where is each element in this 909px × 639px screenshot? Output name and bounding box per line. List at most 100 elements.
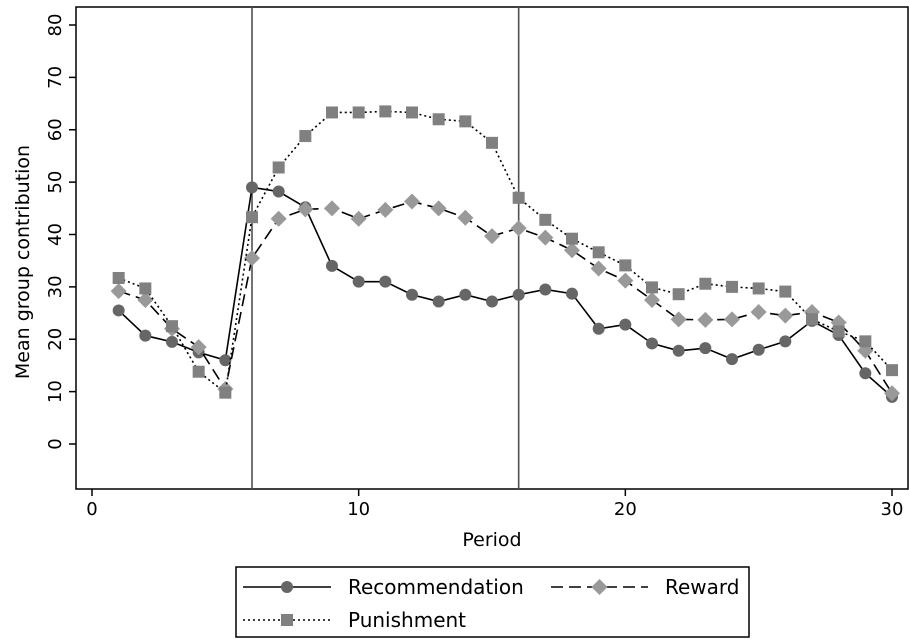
series-line-punishment: [118, 110, 893, 395]
data-point-punishment: [192, 365, 205, 378]
data-point-reward: [537, 229, 554, 246]
data-point-recommendation: [699, 342, 712, 355]
data-point-reward: [137, 291, 154, 308]
legend-label-reward: Reward: [665, 575, 739, 599]
data-point-punishment: [726, 280, 738, 293]
data-point-recommendation: [272, 185, 285, 198]
y-tick-label: 40: [45, 223, 66, 246]
data-point-punishment: [672, 288, 685, 301]
data-point-recommendation: [859, 367, 872, 380]
x-tick-label: 0: [86, 499, 97, 520]
data-point-reward: [377, 201, 394, 218]
y-tick-label: 70: [45, 66, 66, 89]
data-point-recommendation: [219, 354, 232, 367]
data-point-reward: [244, 250, 260, 267]
data-point-recommendation: [566, 287, 578, 300]
data-point-punishment: [806, 313, 818, 326]
data-point-recommendation: [672, 344, 685, 357]
data-point-reward: [670, 311, 687, 328]
data-point-recommendation: [139, 329, 152, 342]
legend-label-recommendation: Recommendation: [348, 575, 524, 599]
axes: 0 10 20 30 0 10 20 30 40 50 60 70 80: [45, 14, 903, 520]
data-point-reward: [457, 209, 474, 226]
data-point-recommendation: [539, 283, 552, 296]
data-point-recommendation: [352, 275, 365, 288]
y-tick-label: 60: [45, 118, 66, 141]
data-point-punishment: [619, 259, 632, 272]
legend: Recommendation Reward Punishment: [235, 566, 750, 638]
data-point-reward: [644, 291, 660, 308]
data-point-punishment: [219, 386, 232, 399]
data-point-recommendation: [646, 337, 658, 350]
plot-area: [75, 6, 909, 490]
data-point-reward: [110, 283, 127, 300]
data-point-punishment: [432, 113, 445, 126]
data-point-recommendation: [112, 304, 125, 317]
data-point-recommendation: [246, 181, 258, 194]
data-point-punishment: [326, 106, 338, 119]
data-point-punishment: [592, 246, 605, 259]
y-tick-label: 10: [45, 380, 66, 403]
data-point-punishment: [886, 364, 898, 377]
data-point-recommendation: [379, 275, 392, 288]
legend-marker-recommendation: [281, 581, 293, 593]
legend-marker-punishment: [281, 614, 293, 626]
data-point-punishment: [352, 106, 365, 119]
series-reward: [110, 193, 900, 402]
data-point-reward: [430, 200, 447, 217]
data-point-punishment: [406, 106, 418, 119]
data-point-recommendation: [459, 288, 472, 301]
data-point-punishment: [112, 271, 125, 284]
legend-label-punishment: Punishment: [348, 608, 466, 632]
data-point-recommendation: [166, 335, 178, 348]
data-point-punishment: [246, 211, 258, 224]
data-point-recommendation: [752, 343, 765, 356]
data-point-reward: [750, 304, 767, 321]
x-tick-label: 10: [347, 499, 370, 520]
data-point-recommendation: [432, 295, 445, 308]
data-point-punishment: [512, 191, 525, 204]
data-point-reward: [297, 201, 314, 218]
data-point-reward: [884, 385, 900, 402]
x-axis-title: Period: [462, 529, 521, 551]
data-point-punishment: [139, 282, 152, 295]
data-point-punishment: [486, 136, 498, 149]
data-point-punishment: [859, 335, 872, 348]
data-point-recommendation: [779, 335, 792, 348]
data-point-punishment: [299, 130, 312, 143]
data-point-recommendation: [726, 353, 738, 366]
data-point-punishment: [566, 232, 578, 245]
data-point-punishment: [779, 285, 792, 298]
data-point-punishment: [832, 325, 845, 338]
data-point-reward: [350, 210, 367, 227]
y-tick-label: 80: [45, 14, 66, 37]
y-tick-label: 20: [45, 328, 66, 351]
data-point-reward: [404, 193, 420, 210]
data-point-punishment: [646, 281, 658, 294]
legend-box: [235, 566, 750, 638]
y-tick-label: 30: [45, 275, 66, 298]
data-point-punishment: [699, 277, 712, 290]
data-point-punishment: [752, 282, 765, 295]
data-point-reward: [697, 311, 714, 328]
data-point-recommendation: [486, 295, 498, 308]
data-point-reward: [617, 272, 634, 289]
data-point-punishment: [272, 161, 285, 174]
data-point-recommendation: [592, 322, 605, 335]
y-tick-label: 50: [45, 171, 66, 194]
y-tick-label: 0: [45, 438, 66, 449]
data-point-punishment: [379, 105, 392, 118]
plot-frame: [75, 6, 909, 490]
series-layer: [110, 105, 900, 403]
legend-marker-reward: [591, 579, 608, 595]
series-punishment: [112, 105, 898, 399]
y-axis-title: Mean group contribution: [12, 145, 34, 379]
data-point-reward: [724, 311, 740, 328]
data-point-recommendation: [406, 288, 418, 301]
x-tick-label: 30: [881, 499, 904, 520]
data-point-reward: [564, 242, 580, 259]
data-point-reward: [777, 307, 794, 324]
data-point-reward: [590, 260, 607, 277]
data-point-reward: [270, 210, 287, 227]
